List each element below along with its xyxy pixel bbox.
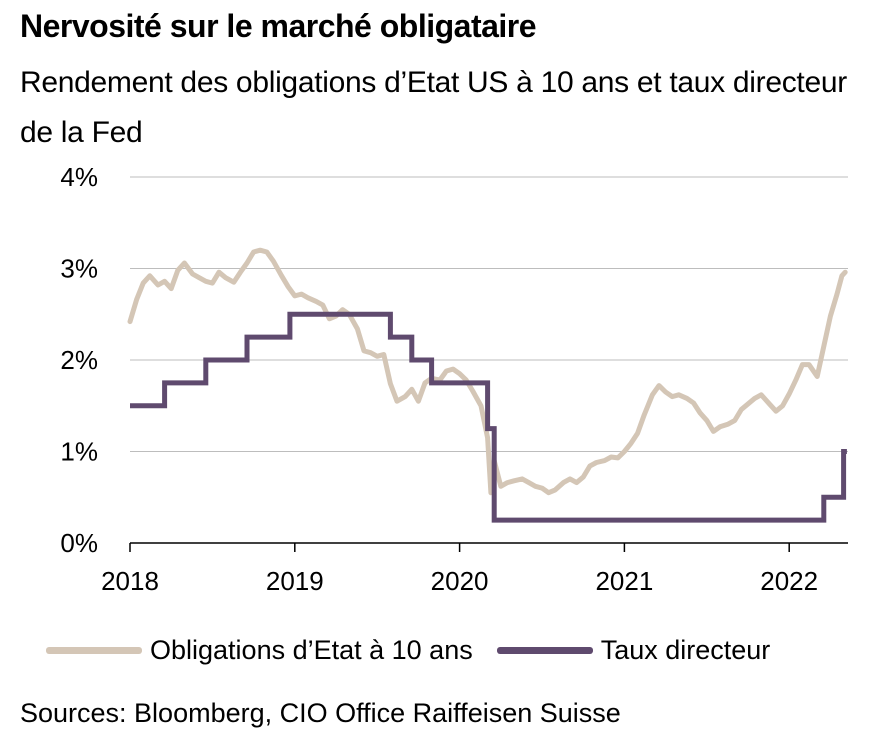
x-tick-label: 2018	[101, 566, 159, 596]
legend-item-fed: Taux directeur	[497, 635, 771, 666]
y-tick-label: 2%	[60, 345, 98, 375]
chart-area: 0% 1% 2% 3% 4% 2018 2019 2020 2021 2022	[0, 0, 891, 625]
y-tick-label: 3%	[60, 254, 98, 284]
x-axis: 2018 2019 2020 2021 2022	[101, 543, 848, 596]
legend-item-bond: Obligations d’Etat à 10 ans	[46, 635, 473, 666]
y-tick-label: 0%	[60, 528, 98, 558]
x-tick-label: 2022	[760, 566, 818, 596]
legend-swatch-fed	[497, 647, 593, 654]
series-layer	[130, 250, 847, 520]
y-tick-labels: 0% 1% 2% 3% 4%	[60, 162, 98, 558]
x-tick-label: 2019	[266, 566, 324, 596]
x-tick-label: 2020	[431, 566, 489, 596]
legend-swatch-bond	[46, 647, 142, 654]
legend-label-fed: Taux directeur	[601, 635, 771, 666]
series-line-bond-yield	[130, 250, 845, 493]
x-tick-label: 2021	[595, 566, 653, 596]
source-note: Sources: Bloomberg, CIO Office Raiffeise…	[20, 698, 621, 729]
y-tick-label: 1%	[60, 437, 98, 467]
y-tick-label: 4%	[60, 162, 98, 192]
legend: Obligations d’Etat à 10 ans Taux directe…	[46, 628, 770, 672]
legend-label-bond: Obligations d’Etat à 10 ans	[150, 635, 473, 666]
